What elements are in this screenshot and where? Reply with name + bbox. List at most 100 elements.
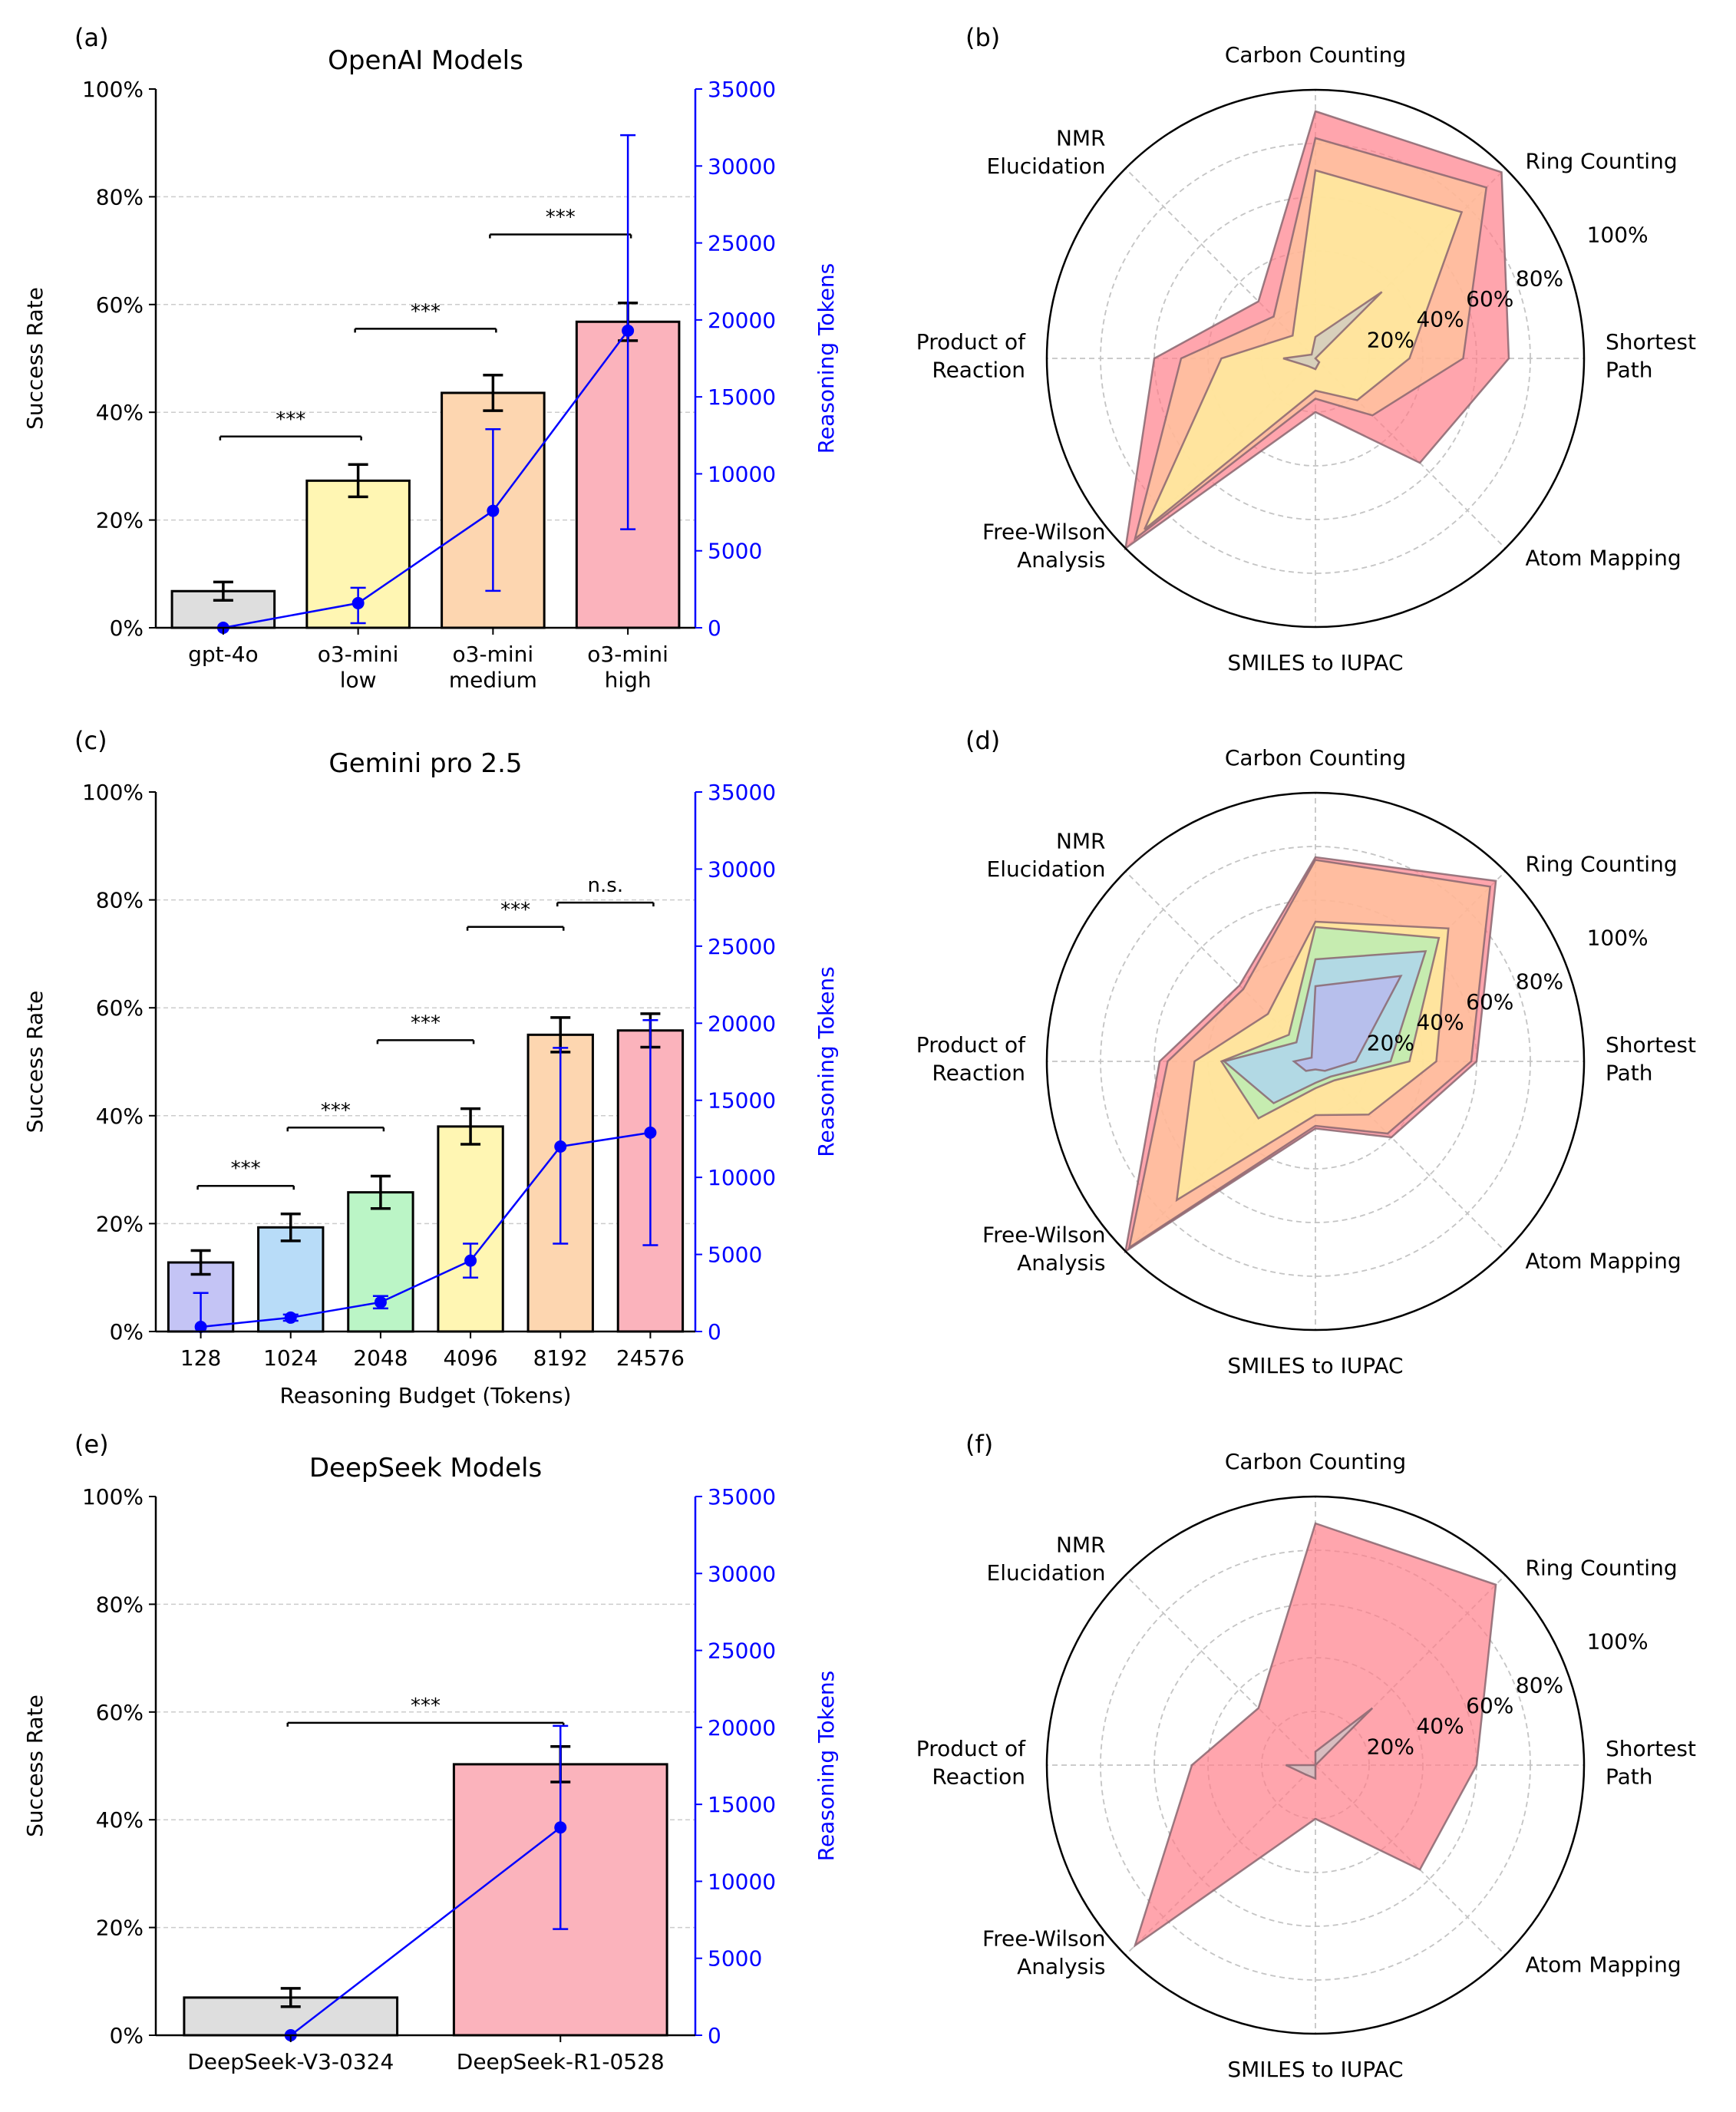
y2-tick-label: 0 bbox=[708, 2023, 721, 2048]
radar-axis-label: Carbon Counting bbox=[1225, 1449, 1406, 1474]
significance-label: *** bbox=[276, 408, 305, 431]
token-point bbox=[554, 1821, 567, 1834]
radar-axis-label: Shortest Path bbox=[1606, 329, 1696, 382]
y-tick-label: 60% bbox=[96, 292, 144, 318]
radar-tick-label: 100% bbox=[1587, 926, 1649, 951]
significance-label: *** bbox=[500, 899, 530, 922]
y2-tick-label: 5000 bbox=[708, 539, 762, 564]
radar-axis-label: NMR Elucidation bbox=[987, 1533, 1106, 1586]
x-tick-label: gpt-4o bbox=[188, 642, 259, 667]
token-line bbox=[289, 1827, 562, 2036]
significance-label: *** bbox=[321, 1099, 351, 1122]
panel-label: (f) bbox=[965, 1430, 993, 1459]
radar-tick-label: 20% bbox=[1367, 1734, 1414, 1759]
panel-label: (b) bbox=[965, 23, 1000, 52]
token-line bbox=[223, 330, 629, 629]
y2-tick-label: 30000 bbox=[708, 153, 776, 179]
radar-outer-circle bbox=[1045, 791, 1586, 1332]
y-tick-label: 80% bbox=[96, 1592, 144, 1617]
chart-title: Gemini pro 2.5 bbox=[328, 748, 522, 779]
radar-tick-label: 100% bbox=[1587, 223, 1649, 248]
bar-panel: (a) OpenAI Models *** *** *** 0% 20% 40% 60% 80% 1… bbox=[22, 23, 839, 693]
y2-tick-label: 15000 bbox=[708, 1792, 776, 1817]
chart-title: OpenAI Models bbox=[328, 45, 523, 76]
radar-series-polygon bbox=[1282, 291, 1383, 371]
token-line bbox=[200, 1131, 651, 1328]
significance-label: *** bbox=[231, 1157, 261, 1180]
y2-tick-label: 35000 bbox=[708, 1484, 776, 1510]
y2-tick-label: 35000 bbox=[708, 780, 776, 805]
radar-axis-label: SMILES to IUPAC bbox=[1227, 2057, 1403, 2082]
x-tick-label: 24576 bbox=[616, 1345, 685, 1371]
token-point bbox=[554, 1140, 567, 1153]
bar-panel: (c) Gemini pro 2.5 *** *** *** *** n.s. 0% 20% 40… bbox=[22, 726, 839, 1408]
y2-tick-label: 10000 bbox=[708, 1869, 776, 1894]
y2-tick-label: 10000 bbox=[708, 1165, 776, 1190]
radar-axis-label: NMR Elucidation bbox=[987, 126, 1106, 179]
radar-axis-label: Product of Reaction bbox=[916, 1736, 1026, 1789]
radar-spoke bbox=[1124, 1574, 1316, 1766]
token-point bbox=[284, 1311, 297, 1324]
radar-axis-label: Carbon Counting bbox=[1225, 745, 1406, 771]
radar-tick-label: 40% bbox=[1416, 1714, 1464, 1739]
radar-axis-label: SMILES to IUPAC bbox=[1227, 1353, 1403, 1378]
radar-tick-label: 60% bbox=[1466, 286, 1513, 312]
radar-series-polygon bbox=[1285, 1707, 1374, 1780]
radar-tick-label: 100% bbox=[1587, 1629, 1649, 1655]
y-tick-label: 80% bbox=[96, 184, 144, 210]
x-tick-label: 2048 bbox=[353, 1345, 408, 1371]
bar bbox=[437, 1125, 504, 1333]
radar-tick-label: 60% bbox=[1466, 989, 1513, 1015]
y2-tick-label: 0 bbox=[708, 615, 721, 641]
y-tick-label: 40% bbox=[96, 1807, 144, 1833]
radar-spoke bbox=[1124, 870, 1316, 1062]
radar-axis-label: Shortest Path bbox=[1606, 1032, 1696, 1085]
radar-axis-label: Carbon Counting bbox=[1225, 42, 1406, 68]
radar-axis-label: Shortest Path bbox=[1606, 1736, 1696, 1789]
token-point bbox=[351, 596, 365, 609]
radar-spoke bbox=[1315, 1061, 1507, 1252]
radar-axis-label: Free-Wilson Analysis bbox=[982, 519, 1105, 572]
x-tick-label: 1024 bbox=[263, 1345, 318, 1371]
radar-spoke bbox=[1124, 167, 1316, 359]
y2-tick-label: 5000 bbox=[708, 1946, 762, 1972]
x-tick-label: o3-mini medium bbox=[449, 642, 537, 693]
y2-axis-label: Reasoning Tokens bbox=[814, 263, 839, 454]
y-tick-label: 100% bbox=[82, 1484, 144, 1510]
y-tick-label: 0% bbox=[110, 2023, 144, 2048]
y2-tick-label: 25000 bbox=[708, 1638, 776, 1664]
radar-tick-label: 40% bbox=[1416, 1010, 1464, 1035]
significance-label: *** bbox=[411, 1011, 441, 1035]
y2-tick-label: 0 bbox=[708, 1319, 721, 1345]
x-axis-label: Reasoning Budget (Tokens) bbox=[280, 1383, 572, 1408]
radar-panel: (f) 20%40%60%80% 100% Carbon Counting Ring C… bbox=[916, 1430, 1696, 2082]
y2-tick-label: 25000 bbox=[708, 231, 776, 256]
significance-label: *** bbox=[411, 1695, 441, 1718]
radar-series-polygon bbox=[1292, 975, 1403, 1072]
panel-label: (d) bbox=[965, 726, 1000, 755]
radar-axis-label: Atom Mapping bbox=[1525, 545, 1681, 570]
radar-axis-label: NMR Elucidation bbox=[987, 829, 1106, 882]
y2-axis-label: Reasoning Tokens bbox=[814, 1671, 839, 1862]
y2-tick-label: 30000 bbox=[708, 1561, 776, 1586]
radar-tick-label: 80% bbox=[1516, 969, 1563, 994]
y2-tick-label: 10000 bbox=[708, 461, 776, 487]
y2-tick-label: 35000 bbox=[708, 77, 776, 102]
y-tick-label: 0% bbox=[110, 1319, 144, 1345]
significance-label: *** bbox=[546, 206, 576, 229]
token-point bbox=[487, 504, 500, 517]
y-tick-label: 20% bbox=[96, 1211, 144, 1236]
y2-tick-label: 5000 bbox=[708, 1242, 762, 1268]
radar-axis-label: SMILES to IUPAC bbox=[1227, 650, 1403, 675]
chart-title: DeepSeek Models bbox=[309, 1453, 542, 1483]
x-tick-label: 8192 bbox=[533, 1345, 588, 1371]
y2-tick-label: 15000 bbox=[708, 384, 776, 410]
y-tick-label: 60% bbox=[96, 995, 144, 1021]
token-point bbox=[622, 324, 635, 337]
y2-tick-label: 20000 bbox=[708, 1715, 776, 1741]
radar-axis-label: Ring Counting bbox=[1525, 149, 1677, 174]
radar-axis-label: Atom Mapping bbox=[1525, 1952, 1681, 1977]
bar bbox=[347, 1191, 414, 1333]
panel-label: (e) bbox=[74, 1430, 109, 1459]
